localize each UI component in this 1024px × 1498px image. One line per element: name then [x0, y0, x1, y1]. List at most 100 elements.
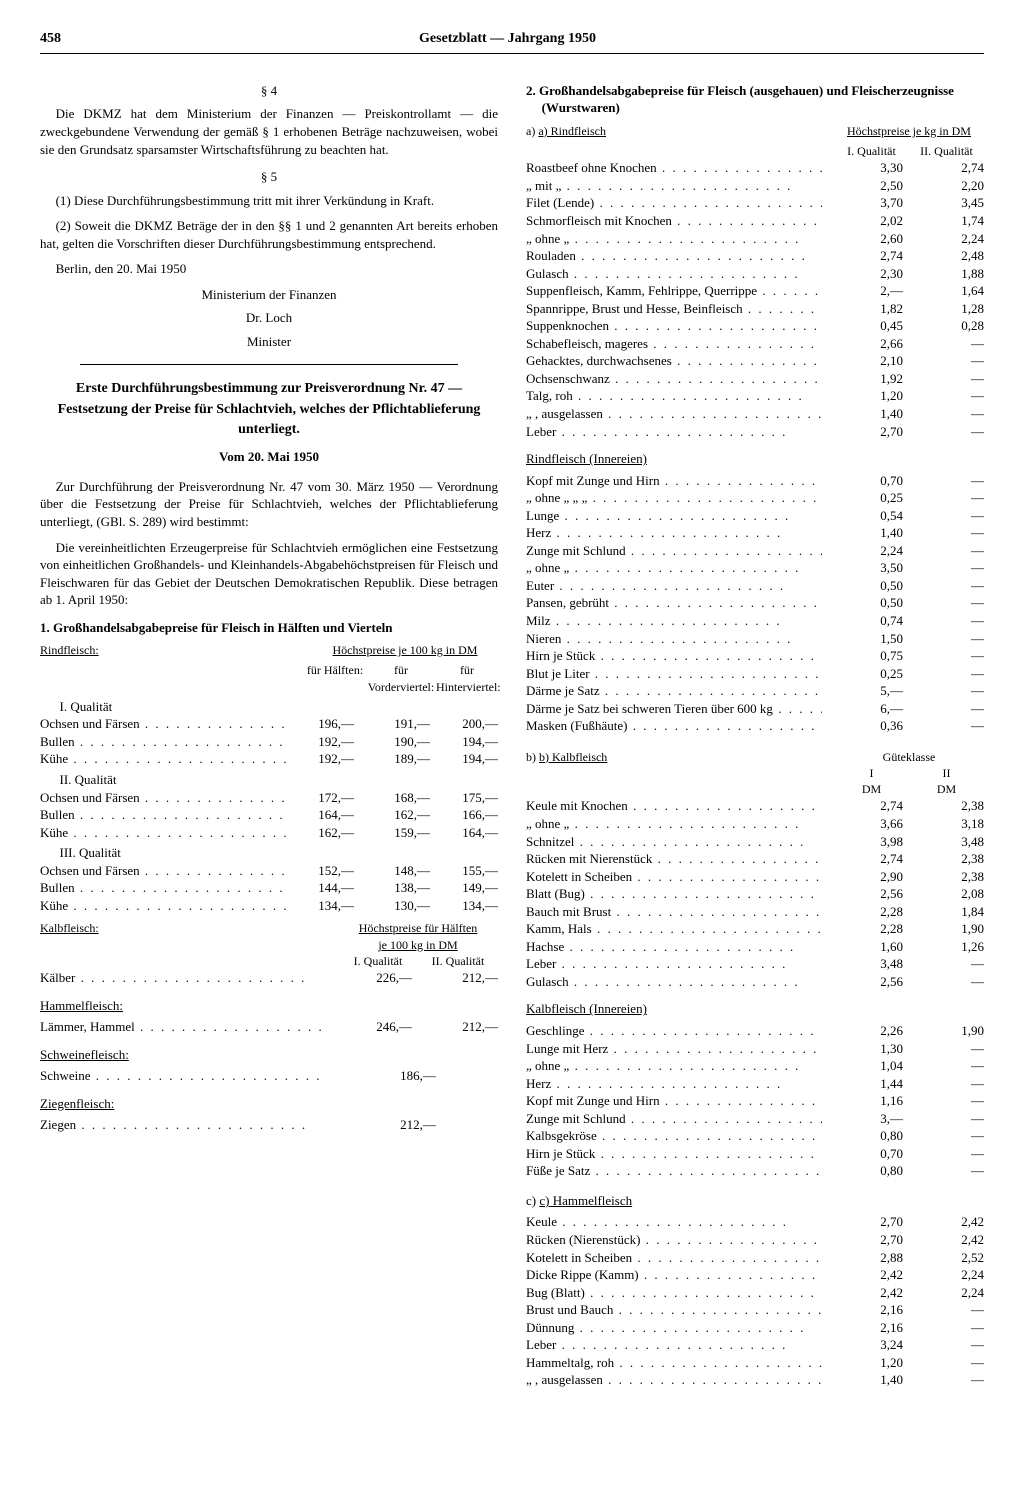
- row-val-b: —: [903, 335, 984, 353]
- row-label: Keule: [526, 1213, 822, 1231]
- row-label: Bullen: [40, 733, 286, 751]
- kalbfleisch-label: Kalbfleisch:: [40, 921, 99, 935]
- row-val-a: 192,—: [286, 750, 354, 768]
- row-val-b: 138,—: [354, 879, 430, 897]
- quality-3-label: III. Qualität: [40, 844, 498, 862]
- row-val-a: 2,74: [822, 797, 903, 815]
- row-label: Dünnung: [526, 1319, 822, 1337]
- price-row: Leber2,70—: [526, 423, 984, 441]
- row-label: Schnitzel: [526, 833, 822, 851]
- row-label: Rücken mit Nierenstück: [526, 850, 822, 868]
- two-column-layout: § 4 Die DKMZ hat dem Ministerium der Fin…: [40, 72, 984, 1389]
- row-val-b: —: [903, 405, 984, 423]
- row-val-b: —: [903, 1319, 984, 1337]
- row-val-b: —: [903, 612, 984, 630]
- row-val-a: 2,10: [822, 352, 903, 370]
- row-val-b: 2,42: [903, 1213, 984, 1231]
- regulation-date: Vom 20. Mai 1950: [40, 448, 498, 466]
- col-q1: I. Qualität: [834, 143, 909, 159]
- row-label: Filet (Lende): [526, 194, 822, 212]
- price-row: Bug (Blatt)2,422,24: [526, 1284, 984, 1302]
- kalb-price-list: Keule mit Knochen2,742,38„ ohne „3,663,1…: [526, 797, 984, 990]
- price-row: Suppenknochen0,450,28: [526, 317, 984, 335]
- row-val-a: 0,80: [822, 1162, 903, 1180]
- rindfleisch-label: Rindfleisch:: [40, 643, 99, 657]
- row-label: „ mit „: [526, 177, 822, 195]
- row-val-b: 1,64: [903, 282, 984, 300]
- price-row: Herz1,44—: [526, 1075, 984, 1093]
- ziege-name: Ziegen: [40, 1116, 332, 1134]
- row-val-b: —: [903, 489, 984, 507]
- rind-inn-label: Rindfleisch (Innereien): [526, 451, 647, 466]
- hammel-row: Lämmer, Hammel 246,— 212,—: [40, 1018, 498, 1036]
- row-label: Kamm, Hals: [526, 920, 822, 938]
- row-label: Hachse: [526, 938, 822, 956]
- row-val-b: 189,—: [354, 750, 430, 768]
- left-column: § 4 Die DKMZ hat dem Ministerium der Fin…: [40, 72, 498, 1389]
- row-label: Rücken (Nierenstück): [526, 1231, 822, 1249]
- price-row: Därme je Satz bei schweren Tieren über 6…: [526, 700, 984, 718]
- price-row: Lunge0,54—: [526, 507, 984, 525]
- row-val-b: 1,26: [903, 938, 984, 956]
- row-label: „ ohne „: [526, 815, 822, 833]
- row-label: Gehacktes, durchwachsenes: [526, 352, 822, 370]
- row-val-b: —: [903, 1162, 984, 1180]
- row-val-b: 191,—: [354, 715, 430, 733]
- row-val-b: —: [903, 1127, 984, 1145]
- row-val-a: 2,16: [822, 1301, 903, 1319]
- row-label: Kotelett in Scheiben: [526, 1249, 822, 1267]
- b-c1: I: [834, 765, 909, 781]
- row-val-b: 130,—: [354, 897, 430, 915]
- price-row: Bullen164,—162,—166,—: [40, 806, 498, 824]
- row-val-a: 3,70: [822, 194, 903, 212]
- price-row: Gulasch2,301,88: [526, 265, 984, 283]
- preamble-2: Die vereinheitlichten Erzeugerpreise für…: [40, 539, 498, 609]
- row-val-a: 152,—: [286, 862, 354, 880]
- row-val-a: 2,24: [822, 542, 903, 560]
- row-val-a: 2,42: [822, 1266, 903, 1284]
- row-val-c: 149,—: [430, 879, 498, 897]
- rind-a-cols: I. Qualität II. Qualität: [526, 143, 984, 159]
- row-val-b: 168,—: [354, 789, 430, 807]
- row-label: Rouladen: [526, 247, 822, 265]
- row-val-c: 194,—: [430, 733, 498, 751]
- hammel-price-list: Keule2,702,42Rücken (Nierenstück)2,702,4…: [526, 1213, 984, 1388]
- row-label: Kopf mit Zunge und Hirn: [526, 472, 822, 490]
- row-label: Nieren: [526, 630, 822, 648]
- row-val-b: —: [903, 1040, 984, 1058]
- section-5-heading: § 5: [40, 168, 498, 186]
- row-label: Därme je Satz: [526, 682, 822, 700]
- row-label: Ochsen und Färsen: [40, 862, 286, 880]
- row-val-a: 3,48: [822, 955, 903, 973]
- row-label: Hirn je Stück: [526, 1145, 822, 1163]
- price-row: Kotelett in Scheiben2,902,38: [526, 868, 984, 886]
- row-val-a: 0,25: [822, 489, 903, 507]
- col-q2: II. Qualität: [909, 143, 984, 159]
- page-number: 458: [40, 30, 61, 49]
- price-row: Leber3,24—: [526, 1336, 984, 1354]
- page-header: 458 Gesetzblatt — Jahrgang 1950: [40, 30, 984, 54]
- row-val-b: —: [903, 682, 984, 700]
- guteklasse: Güteklasse: [834, 749, 984, 765]
- row-label: „ ohne „: [526, 230, 822, 248]
- row-val-b: —: [903, 423, 984, 441]
- row-val-a: 2,56: [822, 973, 903, 991]
- kalb-row: Kälber 226,— 212,—: [40, 969, 498, 987]
- row-val-a: 0,70: [822, 472, 903, 490]
- row-val-b: 162,—: [354, 806, 430, 824]
- row-label: Keule mit Knochen: [526, 797, 822, 815]
- row-label: Euter: [526, 577, 822, 595]
- row-label: Kühe: [40, 824, 286, 842]
- price-row: Blut je Liter0,25—: [526, 665, 984, 683]
- row-val-b: —: [903, 1057, 984, 1075]
- row-label: Herz: [526, 524, 822, 542]
- regulation-title: Erste Durchführungsbestimmung zur Preisv…: [40, 379, 498, 440]
- row-val-a: 2,50: [822, 177, 903, 195]
- kalb-subheader: je 100 kg in DM: [40, 937, 498, 953]
- row-label: Suppenknochen: [526, 317, 822, 335]
- row-val-b: —: [903, 717, 984, 735]
- row-label: Talg, roh: [526, 387, 822, 405]
- rind-table-header: Rindfleisch: Höchstpreise je 100 kg in D…: [40, 642, 498, 658]
- quality-2-label: II. Qualität: [40, 771, 498, 789]
- row-val-a: 0,50: [822, 594, 903, 612]
